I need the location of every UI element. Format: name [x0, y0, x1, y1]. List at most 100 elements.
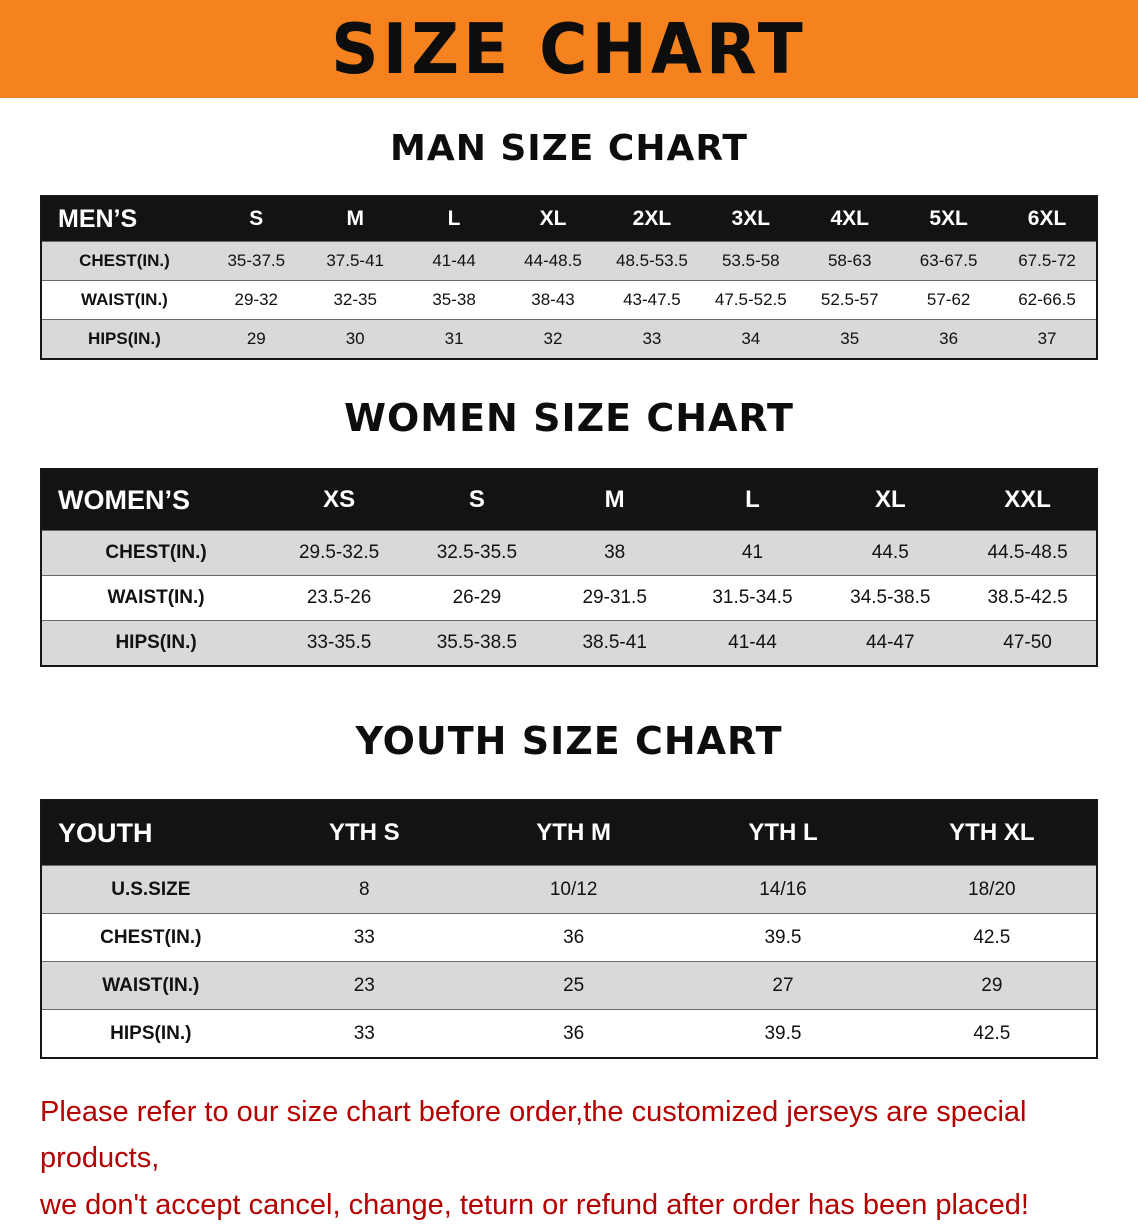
youth-size-header: YTH S [259, 800, 469, 866]
row-label: CHEST(IN.) [41, 530, 271, 576]
women-table-title: WOMEN’S [41, 469, 271, 531]
size-cell: 58-63 [800, 241, 900, 281]
youth-hips-row: HIPS(IN.) 33 36 39.5 42.5 [41, 1009, 1097, 1058]
women-size-table: WOMEN’S XS S M L XL XXL CHEST(IN.) 29.5-… [40, 468, 1098, 667]
men-size-header: 6XL [998, 196, 1097, 242]
row-label: HIPS(IN.) [41, 319, 207, 359]
youth-size-table: YOUTH YTH S YTH M YTH L YTH XL U.S.SIZE … [40, 799, 1098, 1059]
size-cell: 18/20 [887, 865, 1097, 914]
men-hips-row: HIPS(IN.) 29 30 31 32 33 34 35 36 37 [41, 319, 1097, 359]
youth-ussize-row: U.S.SIZE 8 10/12 14/16 18/20 [41, 865, 1097, 914]
men-table-title: MEN’S [41, 196, 207, 242]
size-cell: 44.5 [821, 530, 960, 576]
size-cell: 35-37.5 [206, 241, 306, 281]
size-cell: 29.5-32.5 [270, 530, 408, 576]
size-cell: 44-48.5 [503, 241, 603, 281]
men-size-header: 5XL [899, 196, 999, 242]
row-label: U.S.SIZE [41, 865, 260, 914]
youth-waist-row: WAIST(IN.) 23 25 27 29 [41, 961, 1097, 1010]
size-cell: 27 [678, 961, 888, 1010]
size-cell: 33 [259, 1009, 469, 1058]
youth-section-title: YOUTH SIZE CHART [355, 719, 783, 763]
size-cell: 39.5 [678, 1009, 888, 1058]
size-cell: 44.5-48.5 [959, 530, 1097, 576]
size-cell: 35.5-38.5 [407, 620, 546, 666]
size-cell: 25 [468, 961, 679, 1010]
size-cell: 39.5 [678, 913, 888, 962]
women-size-header: L [683, 469, 822, 531]
size-cell: 47.5-52.5 [701, 280, 801, 320]
size-cell: 43-47.5 [602, 280, 702, 320]
youth-size-header: YTH M [468, 800, 679, 866]
women-size-header: S [407, 469, 546, 531]
size-cell: 33 [602, 319, 702, 359]
size-cell: 38.5-41 [545, 620, 684, 666]
footer-line-1: Please refer to our size chart before or… [40, 1096, 1027, 1175]
size-cell: 67.5-72 [998, 241, 1097, 281]
size-cell: 23.5-26 [270, 575, 408, 621]
size-cell: 31 [404, 319, 504, 359]
row-label: CHEST(IN.) [41, 913, 260, 962]
size-cell: 29 [206, 319, 306, 359]
men-size-header: 2XL [602, 196, 702, 242]
size-cell: 29-31.5 [545, 575, 684, 621]
size-cell: 34 [701, 319, 801, 359]
size-cell: 33-35.5 [270, 620, 408, 666]
size-cell: 29-32 [206, 280, 306, 320]
size-cell: 36 [468, 1009, 679, 1058]
size-cell: 34.5-38.5 [821, 575, 960, 621]
men-size-header: M [305, 196, 405, 242]
row-label: HIPS(IN.) [41, 1009, 260, 1058]
women-size-header: XS [270, 469, 408, 531]
size-cell: 10/12 [468, 865, 679, 914]
size-cell: 35 [800, 319, 900, 359]
women-size-header: XXL [959, 469, 1097, 531]
size-cell: 38.5-42.5 [959, 575, 1097, 621]
row-label: HIPS(IN.) [41, 620, 271, 666]
banner-title: SIZE CHART [331, 8, 807, 90]
row-label: WAIST(IN.) [41, 961, 260, 1010]
size-cell: 41 [683, 530, 822, 576]
women-section-title: WOMEN SIZE CHART [344, 396, 794, 440]
youth-table-title: YOUTH [41, 800, 260, 866]
size-cell: 29 [887, 961, 1097, 1010]
size-cell: 23 [259, 961, 469, 1010]
size-cell: 31.5-34.5 [683, 575, 822, 621]
men-size-header: 3XL [701, 196, 801, 242]
women-hips-row: HIPS(IN.) 33-35.5 35.5-38.5 38.5-41 41-4… [41, 620, 1097, 666]
size-cell: 32-35 [305, 280, 405, 320]
size-cell: 47-50 [959, 620, 1097, 666]
men-size-header: XL [503, 196, 603, 242]
footer-line-2: we don't accept cancel, change, teturn o… [40, 1188, 1029, 1221]
youth-size-header: YTH XL [887, 800, 1097, 866]
row-label: CHEST(IN.) [41, 241, 207, 281]
women-header-row: WOMEN’S XS S M L XL XXL [41, 469, 1097, 531]
size-cell: 32 [503, 319, 603, 359]
size-cell: 8 [259, 865, 469, 914]
youth-size-header: YTH L [678, 800, 888, 866]
women-size-header: M [545, 469, 684, 531]
size-cell: 41-44 [683, 620, 822, 666]
size-cell: 52.5-57 [800, 280, 900, 320]
size-cell: 26-29 [407, 575, 546, 621]
women-size-header: XL [821, 469, 960, 531]
men-header-row: MEN’S S M L XL 2XL 3XL 4XL 5XL 6XL [41, 196, 1097, 242]
size-cell: 42.5 [887, 913, 1097, 962]
size-cell: 14/16 [678, 865, 888, 914]
banner: SIZE CHART [0, 0, 1138, 98]
size-cell: 57-62 [899, 280, 999, 320]
size-cell: 33 [259, 913, 469, 962]
size-cell: 63-67.5 [899, 241, 999, 281]
footer-note: Please refer to our size chart before or… [40, 1089, 1138, 1228]
size-cell: 36 [899, 319, 999, 359]
size-cell: 37 [998, 319, 1097, 359]
size-cell: 36 [468, 913, 679, 962]
youth-chest-row: CHEST(IN.) 33 36 39.5 42.5 [41, 913, 1097, 962]
women-chest-row: CHEST(IN.) 29.5-32.5 32.5-35.5 38 41 44.… [41, 530, 1097, 576]
size-cell: 53.5-58 [701, 241, 801, 281]
size-cell: 44-47 [821, 620, 960, 666]
men-size-header: 4XL [800, 196, 900, 242]
size-cell: 30 [305, 319, 405, 359]
size-cell: 41-44 [404, 241, 504, 281]
size-cell: 62-66.5 [998, 280, 1097, 320]
